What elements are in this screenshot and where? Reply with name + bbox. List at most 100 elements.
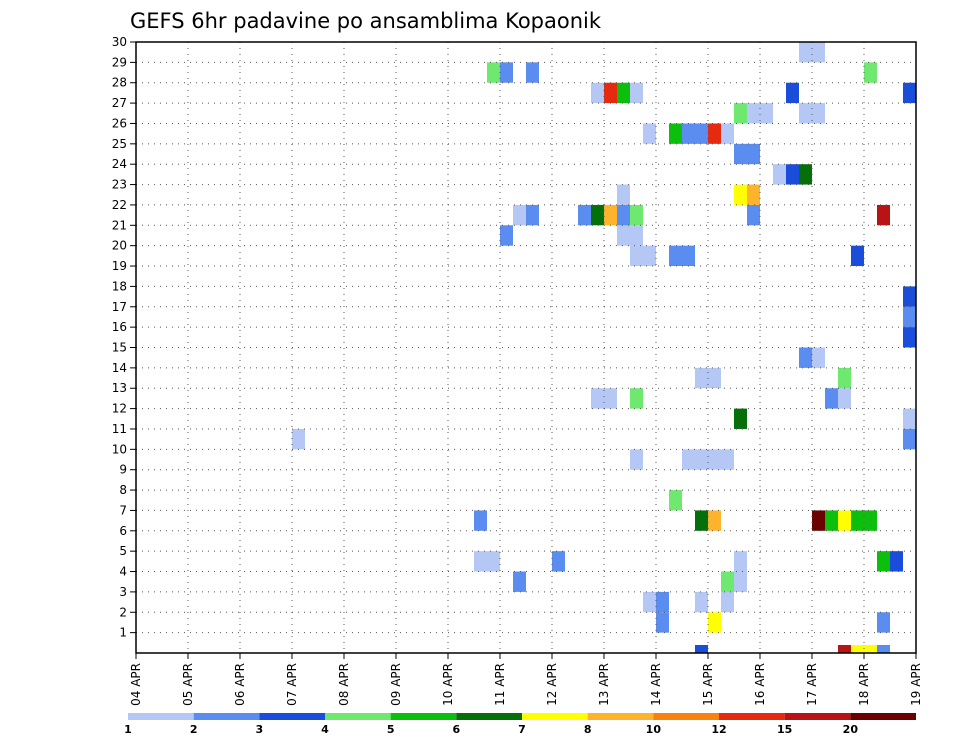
- data-cell: [838, 388, 851, 409]
- data-cell: [734, 143, 747, 165]
- y-tick-label: 12: [112, 402, 127, 416]
- colorbar-label: 8: [584, 723, 592, 736]
- x-tick-label: 11 APR: [493, 663, 507, 706]
- y-tick-label: 30: [112, 35, 127, 49]
- y-tick-label: 23: [112, 178, 127, 192]
- data-cell: [903, 327, 916, 348]
- data-cell: [747, 103, 760, 124]
- colorbar-swatch: [128, 713, 194, 720]
- data-cell: [695, 123, 708, 144]
- y-tick-label: 17: [112, 300, 127, 314]
- data-cell: [682, 245, 695, 267]
- data-cell: [643, 123, 656, 144]
- data-cell: [786, 82, 799, 104]
- data-cell: [799, 42, 812, 63]
- colorbar-label: 1: [124, 723, 132, 736]
- y-tick-label: 25: [112, 137, 127, 151]
- data-cell: [825, 510, 838, 531]
- data-cell: [812, 103, 825, 124]
- y-tick-label: 27: [112, 96, 127, 110]
- colorbar-label: 6: [453, 723, 461, 736]
- y-tick-label: 14: [112, 361, 127, 375]
- colorbar-label: 7: [518, 723, 526, 736]
- data-cell: [903, 82, 916, 104]
- x-tick-label: 16 APR: [753, 663, 767, 706]
- x-tick-label: 10 APR: [441, 663, 455, 706]
- data-cell: [695, 367, 708, 389]
- colorbar-label: 20: [843, 723, 859, 736]
- colorbar-swatch: [784, 713, 851, 720]
- data-cell: [604, 204, 617, 226]
- data-cell: [500, 62, 513, 83]
- x-tick-label: 13 APR: [597, 663, 611, 706]
- data-cell: [851, 245, 864, 267]
- data-cell: [708, 123, 721, 144]
- data-cell: [604, 388, 617, 409]
- data-cell: [734, 184, 747, 205]
- data-cell: [487, 551, 500, 572]
- data-cell: [630, 204, 643, 226]
- data-cell: [474, 551, 487, 572]
- data-cell: [669, 245, 682, 267]
- y-tick-label: 29: [112, 55, 127, 69]
- colorbar-swatch: [259, 713, 325, 720]
- data-cell: [747, 204, 760, 226]
- data-cell: [617, 204, 630, 226]
- data-cell: [721, 449, 734, 470]
- y-tick-label: 9: [119, 463, 127, 477]
- data-cell: [851, 510, 864, 531]
- colorbar-swatch: [850, 713, 916, 720]
- y-tick-label: 24: [112, 157, 127, 171]
- data-cell: [617, 82, 630, 104]
- colorbar-swatch: [653, 713, 719, 720]
- x-axis: 04 APR 05 APR 06 APR 07 APR 08 APR 09 APR 10 A…: [129, 653, 923, 706]
- colorbar-swatch: [456, 713, 522, 720]
- data-cell: [292, 428, 305, 450]
- y-tick-label: 5: [119, 544, 127, 558]
- colorbar-swatch: [390, 713, 457, 720]
- x-tick-label: 14 APR: [649, 663, 663, 706]
- data-cell: [630, 449, 643, 470]
- data-cell: [838, 645, 851, 653]
- data-cell: [877, 204, 890, 226]
- data-cell: [838, 510, 851, 531]
- data-cell: [591, 388, 604, 409]
- colorbar-label: 10: [646, 723, 662, 736]
- data-cell: [487, 62, 500, 83]
- y-tick-label: 15: [112, 341, 127, 355]
- data-cell: [721, 123, 734, 144]
- data-cell: [734, 103, 747, 124]
- data-cell: [591, 204, 604, 226]
- x-tick-label: 05 APR: [181, 663, 195, 706]
- data-cell: [825, 388, 838, 409]
- data-cell: [682, 449, 695, 470]
- y-tick-label: 28: [112, 76, 127, 90]
- x-tick-label: 15 APR: [701, 663, 715, 706]
- data-cell: [812, 347, 825, 368]
- data-cell: [734, 571, 747, 592]
- data-cell: [643, 591, 656, 613]
- data-cell: [695, 510, 708, 531]
- data-cell: [656, 612, 669, 633]
- data-cell: [695, 449, 708, 470]
- data-cell: [721, 571, 734, 592]
- y-tick-label: 19: [112, 259, 127, 273]
- y-tick-label: 2: [119, 605, 127, 619]
- y-tick-label: 16: [112, 320, 127, 334]
- x-tick-label: 17 APR: [805, 663, 819, 706]
- data-cell: [877, 551, 890, 572]
- colorbar-label: 4: [321, 723, 329, 736]
- data-cell: [513, 204, 526, 226]
- y-axis: 1234567891011121314151617181920212223242…: [112, 35, 136, 640]
- y-tick-label: 7: [119, 503, 127, 517]
- y-tick-label: 6: [119, 524, 127, 538]
- data-cell: [695, 645, 708, 653]
- data-cell: [864, 510, 877, 531]
- data-cell: [656, 591, 669, 613]
- data-cell: [786, 164, 799, 185]
- colorbar-label: 15: [777, 723, 792, 736]
- colorbar-swatch: [522, 713, 588, 720]
- data-cell: [552, 551, 565, 572]
- data-cell: [864, 645, 877, 653]
- data-cell: [708, 449, 721, 470]
